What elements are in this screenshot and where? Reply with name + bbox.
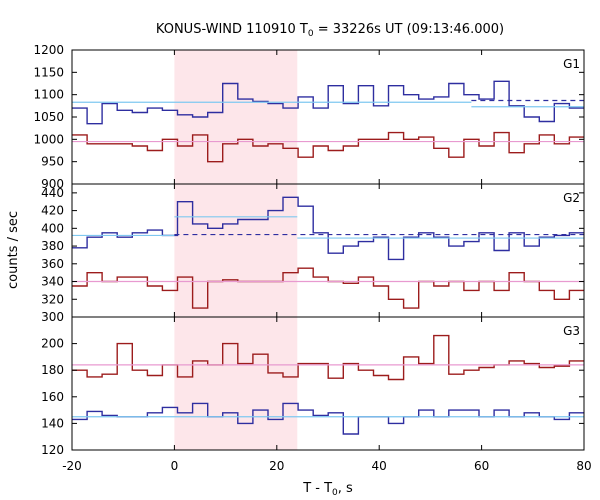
series-lower-g3: [72, 334, 584, 381]
x-axis-title: T - T0, s: [302, 481, 353, 498]
y-tick-label-g2-420: 420: [41, 204, 64, 218]
series-lower-g1: [72, 131, 584, 163]
series-upper-g1: [72, 80, 584, 125]
y-tick-label-g2-300: 300: [41, 310, 64, 324]
y-tick-label-g3-140: 140: [41, 416, 64, 430]
y-tick-label-g1-1100: 1100: [33, 88, 64, 102]
x-tick-label-40: 40: [372, 459, 387, 473]
panel-frame-g3: [71, 316, 585, 451]
x-tick-label-80: 80: [576, 459, 591, 473]
y-tick-label-g1-1050: 1050: [33, 110, 64, 124]
y-tick-label-g1-1200: 1200: [33, 43, 64, 57]
chart-title: KONUS-WIND 110910 T0 = 33226s UT (09:13:…: [156, 22, 504, 39]
x-tick-label--20: -20: [62, 459, 82, 473]
panel-label-g3: G3: [563, 324, 580, 338]
y-tick-label-g2-340: 340: [41, 275, 64, 289]
y-tick-label-g1-1150: 1150: [33, 65, 64, 79]
series-upper-g2: [72, 196, 584, 261]
panel-frame-g1: [71, 49, 585, 185]
y-tick-label-g2-320: 320: [41, 292, 64, 306]
panel-label-g2: G2: [563, 191, 580, 205]
x-tick-label-20: 20: [269, 459, 284, 473]
panel-label-g1: G1: [563, 57, 580, 71]
y-tick-label-g3-200: 200: [41, 337, 64, 351]
x-tick-label-0: 0: [171, 459, 179, 473]
y-tick-label-g2-360: 360: [41, 257, 64, 271]
y-tick-label-g2-380: 380: [41, 239, 64, 253]
y-tick-label-g2-440: 440: [41, 186, 64, 200]
y-tick-label-g3-120: 120: [41, 443, 64, 457]
y-tick-label-g1-1000: 1000: [33, 132, 64, 146]
y-tick-label-g2-400: 400: [41, 221, 64, 235]
y-tick-label-g1-950: 950: [41, 155, 64, 169]
series-lower-g2: [72, 267, 584, 309]
x-tick-label-60: 60: [474, 459, 489, 473]
shaded-interval-g2: [174, 184, 298, 317]
y-tick-label-g3-160: 160: [41, 390, 64, 404]
series-upper-g3: [72, 402, 584, 435]
y-tick-label-g1-900: 900: [41, 177, 64, 191]
y-axis-title: counts / sec: [6, 211, 21, 289]
y-tick-label-g3-180: 180: [41, 363, 64, 377]
shaded-interval-g3: [174, 317, 298, 450]
